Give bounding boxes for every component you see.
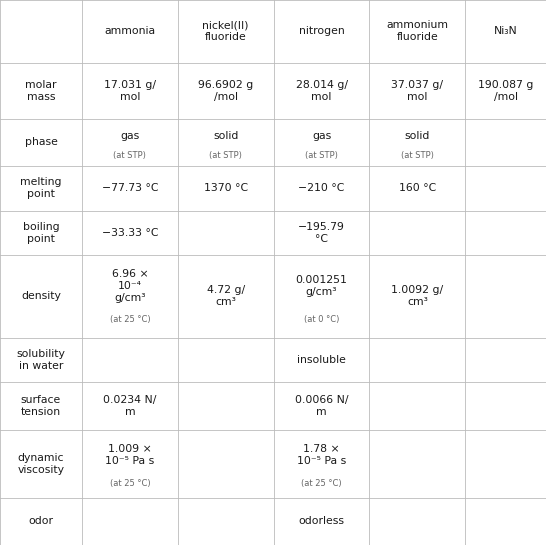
Text: dynamic
viscosity: dynamic viscosity: [17, 453, 64, 475]
Text: (at STP): (at STP): [305, 151, 338, 160]
Text: 1.009 ×
10⁻⁵ Pa s: 1.009 × 10⁻⁵ Pa s: [105, 444, 155, 466]
Text: 28.014 g/
mol: 28.014 g/ mol: [295, 80, 348, 101]
Text: 37.037 g/
mol: 37.037 g/ mol: [391, 80, 443, 101]
Text: solubility
in water: solubility in water: [16, 349, 66, 371]
Text: solid: solid: [405, 131, 430, 141]
Text: boiling
point: boiling point: [22, 222, 60, 244]
Text: −195.79
°C: −195.79 °C: [298, 222, 345, 244]
Text: phase: phase: [25, 137, 57, 147]
Text: odor: odor: [28, 517, 54, 526]
Text: (at STP): (at STP): [209, 151, 242, 160]
Text: (at STP): (at STP): [114, 151, 146, 160]
Text: (at STP): (at STP): [401, 151, 434, 160]
Text: melting
point: melting point: [20, 177, 62, 199]
Text: (at 25 °C): (at 25 °C): [110, 315, 150, 324]
Text: Ni₃N: Ni₃N: [494, 26, 518, 37]
Text: nitrogen: nitrogen: [299, 26, 345, 37]
Text: ammonia: ammonia: [104, 26, 156, 37]
Text: 1.78 ×
10⁻⁵ Pa s: 1.78 × 10⁻⁵ Pa s: [297, 444, 346, 466]
Text: 1370 °C: 1370 °C: [204, 183, 248, 193]
Text: (at 0 °C): (at 0 °C): [304, 315, 339, 324]
Text: 1.0092 g/
cm³: 1.0092 g/ cm³: [391, 286, 443, 307]
Text: gas: gas: [120, 131, 139, 141]
Text: −210 °C: −210 °C: [298, 183, 345, 193]
Text: nickel(II)
fluoride: nickel(II) fluoride: [203, 20, 249, 43]
Text: surface
tension: surface tension: [21, 395, 61, 417]
Text: odorless: odorless: [299, 517, 345, 526]
Text: 190.087 g
/mol: 190.087 g /mol: [478, 80, 533, 101]
Text: insoluble: insoluble: [297, 355, 346, 365]
Text: 96.6902 g
/mol: 96.6902 g /mol: [198, 80, 253, 101]
Text: 6.96 ×
10⁻⁴
g/cm³: 6.96 × 10⁻⁴ g/cm³: [111, 269, 148, 302]
Text: solid: solid: [213, 131, 239, 141]
Text: 0.0066 N/
m: 0.0066 N/ m: [295, 395, 348, 417]
Text: 0.0234 N/
m: 0.0234 N/ m: [103, 395, 157, 417]
Text: gas: gas: [312, 131, 331, 141]
Text: −33.33 °C: −33.33 °C: [102, 228, 158, 238]
Text: 0.001251
g/cm³: 0.001251 g/cm³: [295, 275, 347, 296]
Text: −77.73 °C: −77.73 °C: [102, 183, 158, 193]
Text: 17.031 g/
mol: 17.031 g/ mol: [104, 80, 156, 101]
Text: 160 °C: 160 °C: [399, 183, 436, 193]
Text: molar
mass: molar mass: [25, 80, 57, 101]
Text: 4.72 g/
cm³: 4.72 g/ cm³: [206, 286, 245, 307]
Text: density: density: [21, 292, 61, 301]
Text: (at 25 °C): (at 25 °C): [110, 479, 150, 488]
Text: (at 25 °C): (at 25 °C): [301, 479, 342, 488]
Text: ammonium
fluoride: ammonium fluoride: [387, 20, 448, 43]
